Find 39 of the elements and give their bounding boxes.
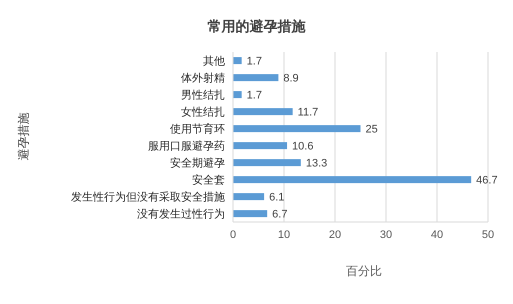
x-axis-title: 百分比 bbox=[345, 263, 383, 280]
data-label: 1.7 bbox=[246, 56, 262, 68]
data-label: 6.7 bbox=[272, 208, 288, 221]
bar bbox=[233, 125, 360, 132]
bar bbox=[233, 74, 278, 82]
bar bbox=[233, 91, 242, 98]
bar bbox=[233, 210, 268, 218]
y-tick-label: 女性结扎 bbox=[181, 105, 225, 118]
x-tick-label: 20 bbox=[328, 228, 342, 241]
x-tick-label: 0 bbox=[230, 228, 236, 241]
data-label: 11.7 bbox=[298, 106, 318, 119]
y-tick-label: 安全套 bbox=[192, 173, 225, 186]
x-tick-label: 30 bbox=[380, 228, 392, 241]
bar bbox=[233, 159, 301, 166]
y-tick-label: 其他 bbox=[203, 54, 225, 68]
bar bbox=[233, 142, 288, 150]
bar bbox=[233, 176, 472, 184]
data-label: 6.1 bbox=[269, 192, 284, 204]
chart-title: 常用的避孕措施 bbox=[206, 17, 306, 36]
bar bbox=[233, 193, 264, 200]
data-label: 13.3 bbox=[306, 158, 328, 170]
y-tick-label: 没有发生过性行为 bbox=[137, 207, 225, 220]
y-tick-label: 发生性行为但没有采取安全措施 bbox=[71, 190, 225, 204]
bar bbox=[233, 108, 293, 116]
y-axis-title: 避孕措施 bbox=[16, 112, 32, 162]
data-label: 46.7 bbox=[476, 174, 498, 187]
bar bbox=[233, 57, 242, 64]
y-tick-label: 安全期避孕 bbox=[170, 156, 225, 170]
y-tick-label: 使用节育环 bbox=[170, 122, 225, 136]
x-tick-label: 50 bbox=[482, 228, 494, 241]
data-label: 8.9 bbox=[283, 72, 299, 85]
y-tick-label: 服用口服避孕药 bbox=[148, 139, 225, 152]
data-label: 10.6 bbox=[292, 140, 314, 153]
x-tick-label: 40 bbox=[430, 228, 444, 241]
data-label: 25 bbox=[366, 124, 378, 136]
y-tick-label: 体外射精 bbox=[181, 71, 225, 84]
y-tick-label: 男性结扎 bbox=[181, 88, 225, 102]
x-tick-label: 10 bbox=[278, 228, 290, 241]
data-label: 1.7 bbox=[246, 90, 262, 102]
